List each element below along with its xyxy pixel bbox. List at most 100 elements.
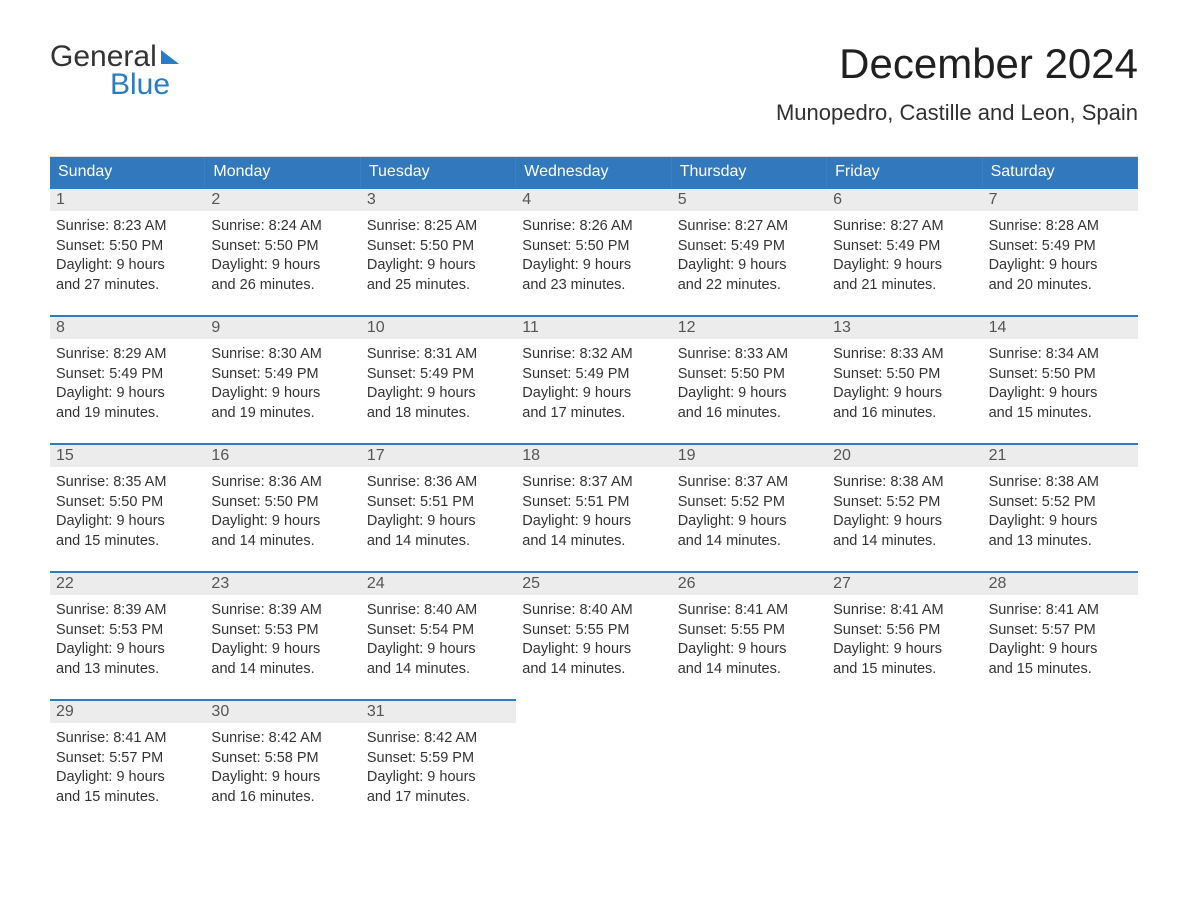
day-cell: 1Sunrise: 8:23 AMSunset: 5:50 PMDaylight…: [50, 187, 205, 315]
day-content: Sunrise: 8:30 AMSunset: 5:49 PMDaylight:…: [205, 339, 360, 423]
day-number: 7: [983, 187, 1138, 211]
day-sunrise: Sunrise: 8:42 AM: [211, 729, 354, 749]
day-sunset: Sunset: 5:53 PM: [56, 621, 199, 641]
day-daylight2: and 19 minutes.: [211, 404, 354, 424]
day-daylight2: and 14 minutes.: [211, 532, 354, 552]
day-content: Sunrise: 8:41 AMSunset: 5:57 PMDaylight:…: [50, 723, 205, 807]
day-daylight1: Daylight: 9 hours: [522, 640, 665, 660]
day-daylight2: and 17 minutes.: [522, 404, 665, 424]
day-content: Sunrise: 8:42 AMSunset: 5:58 PMDaylight:…: [205, 723, 360, 807]
day-daylight2: and 21 minutes.: [833, 276, 976, 296]
day-sunset: Sunset: 5:50 PM: [833, 365, 976, 385]
day-cell: 9Sunrise: 8:30 AMSunset: 5:49 PMDaylight…: [205, 315, 360, 443]
day-cell: 6Sunrise: 8:27 AMSunset: 5:49 PMDaylight…: [827, 187, 982, 315]
day-daylight2: and 14 minutes.: [833, 532, 976, 552]
day-cell: 22Sunrise: 8:39 AMSunset: 5:53 PMDayligh…: [50, 571, 205, 699]
day-header: Monday: [205, 157, 360, 187]
day-daylight1: Daylight: 9 hours: [989, 256, 1132, 276]
day-daylight1: Daylight: 9 hours: [367, 512, 510, 532]
day-sunset: Sunset: 5:51 PM: [522, 493, 665, 513]
day-number: 18: [516, 443, 671, 467]
day-cell: 14Sunrise: 8:34 AMSunset: 5:50 PMDayligh…: [983, 315, 1138, 443]
day-cell: 29Sunrise: 8:41 AMSunset: 5:57 PMDayligh…: [50, 699, 205, 827]
day-daylight1: Daylight: 9 hours: [211, 384, 354, 404]
day-content: Sunrise: 8:36 AMSunset: 5:51 PMDaylight:…: [361, 467, 516, 551]
day-daylight2: and 27 minutes.: [56, 276, 199, 296]
day-daylight2: and 22 minutes.: [678, 276, 821, 296]
day-daylight2: and 16 minutes.: [678, 404, 821, 424]
day-daylight1: Daylight: 9 hours: [989, 384, 1132, 404]
day-sunset: Sunset: 5:50 PM: [367, 237, 510, 257]
day-daylight2: and 15 minutes.: [56, 788, 199, 808]
day-sunset: Sunset: 5:53 PM: [211, 621, 354, 641]
day-daylight2: and 14 minutes.: [678, 660, 821, 680]
day-content: Sunrise: 8:23 AMSunset: 5:50 PMDaylight:…: [50, 211, 205, 295]
day-content: Sunrise: 8:31 AMSunset: 5:49 PMDaylight:…: [361, 339, 516, 423]
day-daylight2: and 13 minutes.: [56, 660, 199, 680]
day-number: 14: [983, 315, 1138, 339]
day-sunset: Sunset: 5:52 PM: [989, 493, 1132, 513]
day-sunset: Sunset: 5:56 PM: [833, 621, 976, 641]
day-daylight1: Daylight: 9 hours: [678, 384, 821, 404]
day-daylight2: and 15 minutes.: [56, 532, 199, 552]
day-number: 30: [205, 699, 360, 723]
day-daylight2: and 20 minutes.: [989, 276, 1132, 296]
logo-triangle-icon: [161, 50, 179, 64]
day-sunrise: Sunrise: 8:25 AM: [367, 217, 510, 237]
day-cell: 7Sunrise: 8:28 AMSunset: 5:49 PMDaylight…: [983, 187, 1138, 315]
day-content: Sunrise: 8:28 AMSunset: 5:49 PMDaylight:…: [983, 211, 1138, 295]
day-content: Sunrise: 8:37 AMSunset: 5:51 PMDaylight:…: [516, 467, 671, 551]
day-sunset: Sunset: 5:57 PM: [989, 621, 1132, 641]
day-daylight2: and 14 minutes.: [367, 660, 510, 680]
day-number: 21: [983, 443, 1138, 467]
day-number: 6: [827, 187, 982, 211]
day-sunset: Sunset: 5:58 PM: [211, 749, 354, 769]
day-daylight2: and 23 minutes.: [522, 276, 665, 296]
day-sunset: Sunset: 5:51 PM: [367, 493, 510, 513]
day-daylight1: Daylight: 9 hours: [56, 384, 199, 404]
day-daylight1: Daylight: 9 hours: [367, 768, 510, 788]
day-sunrise: Sunrise: 8:32 AM: [522, 345, 665, 365]
day-cell: 16Sunrise: 8:36 AMSunset: 5:50 PMDayligh…: [205, 443, 360, 571]
day-cell: 17Sunrise: 8:36 AMSunset: 5:51 PMDayligh…: [361, 443, 516, 571]
day-content: Sunrise: 8:41 AMSunset: 5:56 PMDaylight:…: [827, 595, 982, 679]
day-cell: 24Sunrise: 8:40 AMSunset: 5:54 PMDayligh…: [361, 571, 516, 699]
day-content: Sunrise: 8:35 AMSunset: 5:50 PMDaylight:…: [50, 467, 205, 551]
day-cell: 27Sunrise: 8:41 AMSunset: 5:56 PMDayligh…: [827, 571, 982, 699]
day-daylight2: and 18 minutes.: [367, 404, 510, 424]
day-cell: 13Sunrise: 8:33 AMSunset: 5:50 PMDayligh…: [827, 315, 982, 443]
day-number: 3: [361, 187, 516, 211]
day-sunrise: Sunrise: 8:31 AM: [367, 345, 510, 365]
day-header: Sunday: [50, 157, 205, 187]
day-number: 28: [983, 571, 1138, 595]
day-sunset: Sunset: 5:55 PM: [678, 621, 821, 641]
day-sunset: Sunset: 5:49 PM: [833, 237, 976, 257]
day-content: Sunrise: 8:24 AMSunset: 5:50 PMDaylight:…: [205, 211, 360, 295]
day-cell: 12Sunrise: 8:33 AMSunset: 5:50 PMDayligh…: [672, 315, 827, 443]
day-cell: 15Sunrise: 8:35 AMSunset: 5:50 PMDayligh…: [50, 443, 205, 571]
logo: General Blue: [50, 40, 179, 102]
day-sunrise: Sunrise: 8:38 AM: [833, 473, 976, 493]
day-content: Sunrise: 8:38 AMSunset: 5:52 PMDaylight:…: [983, 467, 1138, 551]
day-cell: 10Sunrise: 8:31 AMSunset: 5:49 PMDayligh…: [361, 315, 516, 443]
day-content: Sunrise: 8:41 AMSunset: 5:57 PMDaylight:…: [983, 595, 1138, 679]
day-sunset: Sunset: 5:49 PM: [367, 365, 510, 385]
day-daylight2: and 14 minutes.: [522, 532, 665, 552]
title-block: December 2024 Munopedro, Castille and Le…: [776, 40, 1138, 126]
day-daylight2: and 17 minutes.: [367, 788, 510, 808]
day-sunrise: Sunrise: 8:33 AM: [833, 345, 976, 365]
day-sunset: Sunset: 5:57 PM: [56, 749, 199, 769]
day-daylight2: and 14 minutes.: [522, 660, 665, 680]
day-content: Sunrise: 8:27 AMSunset: 5:49 PMDaylight:…: [672, 211, 827, 295]
day-sunrise: Sunrise: 8:41 AM: [989, 601, 1132, 621]
day-sunset: Sunset: 5:52 PM: [833, 493, 976, 513]
day-daylight1: Daylight: 9 hours: [211, 768, 354, 788]
day-sunrise: Sunrise: 8:24 AM: [211, 217, 354, 237]
day-sunset: Sunset: 5:50 PM: [211, 237, 354, 257]
day-number: 5: [672, 187, 827, 211]
day-daylight1: Daylight: 9 hours: [989, 512, 1132, 532]
day-header: Saturday: [983, 157, 1138, 187]
page-header: General Blue December 2024 Munopedro, Ca…: [50, 40, 1138, 126]
day-cell: 31Sunrise: 8:42 AMSunset: 5:59 PMDayligh…: [361, 699, 516, 827]
day-daylight1: Daylight: 9 hours: [522, 384, 665, 404]
